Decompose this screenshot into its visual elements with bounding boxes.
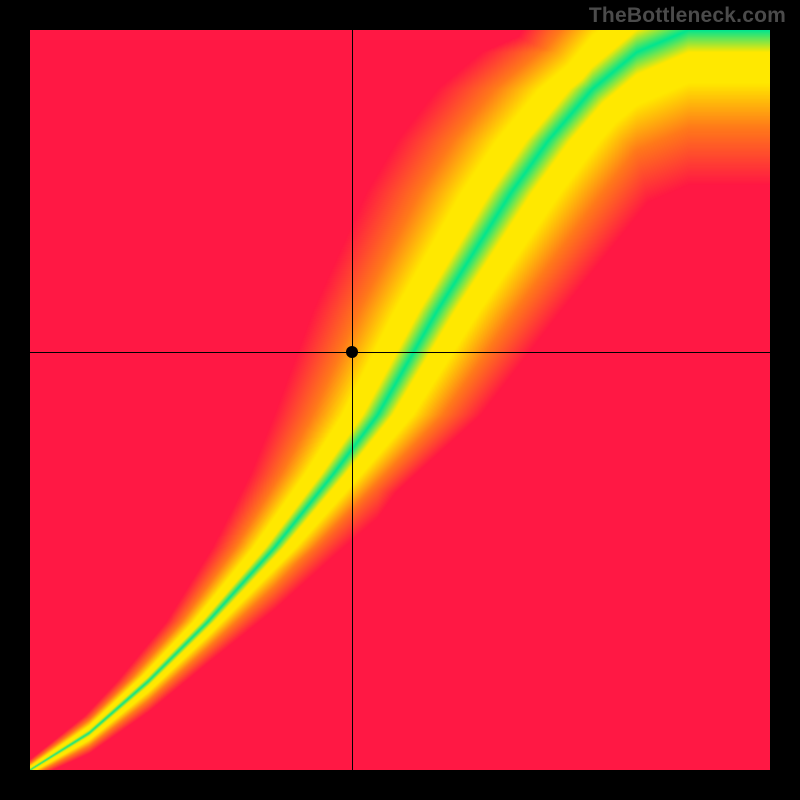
- heatmap-plot: [30, 30, 770, 770]
- heatmap-canvas: [30, 30, 770, 770]
- figure-frame: TheBottleneck.com: [0, 0, 800, 800]
- watermark-text: TheBottleneck.com: [589, 4, 786, 28]
